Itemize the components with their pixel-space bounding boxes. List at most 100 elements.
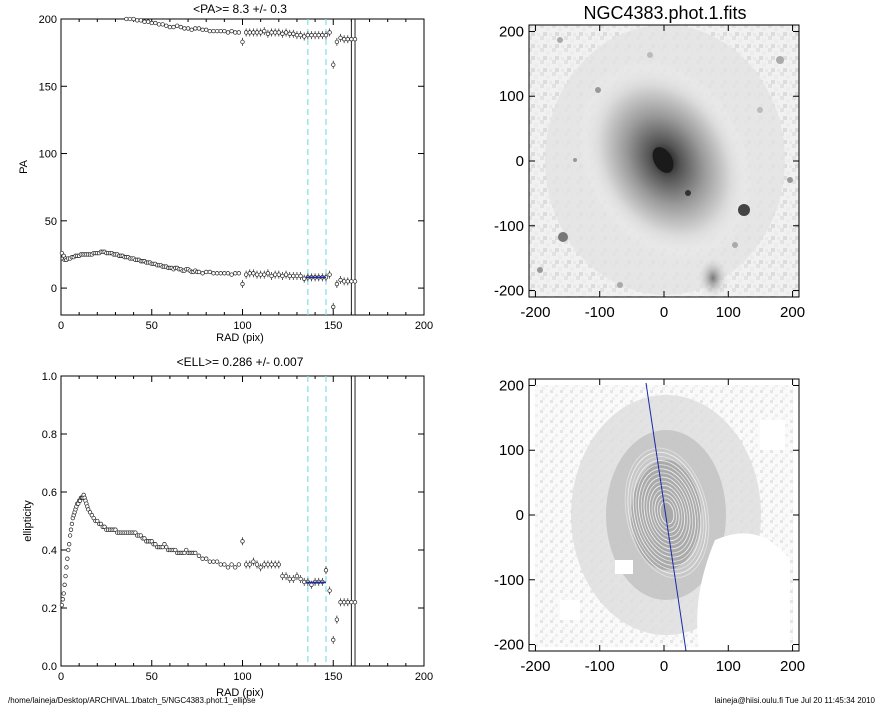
pa-point — [229, 28, 234, 34]
pa-point — [331, 304, 336, 310]
pa-point — [349, 37, 354, 42]
ell-ytick-label: 0.0 — [42, 661, 57, 673]
pa-point — [338, 277, 343, 283]
pa-ylabel: PA — [18, 159, 30, 174]
pa-point — [269, 30, 274, 35]
pa-point — [236, 30, 242, 35]
ell-point — [251, 559, 256, 564]
img2-xtick-label: 100 — [716, 658, 741, 675]
ell-point — [243, 562, 249, 567]
ell-point — [233, 565, 238, 570]
pa-point — [254, 272, 260, 277]
img1-ytick-label: -200 — [494, 283, 524, 300]
pa-point — [138, 18, 144, 23]
img1-ytick-label: 100 — [499, 88, 524, 105]
ell-point — [240, 539, 245, 544]
ell-point — [265, 562, 271, 567]
pa-ytick-label: 100 — [39, 149, 57, 161]
pa-point — [302, 34, 307, 39]
ell-title: <ELL>= 0.286 +/- 0.007 — [177, 355, 304, 369]
pa-xtick-label: 100 — [233, 320, 251, 332]
img1-xtick-label: 200 — [780, 304, 805, 321]
pa-point — [280, 31, 285, 36]
pa-point — [207, 269, 212, 275]
ell-point — [67, 533, 73, 538]
pa-point — [262, 28, 267, 34]
pa-point — [345, 37, 350, 42]
ell-point — [298, 576, 303, 582]
ell-point — [200, 556, 205, 561]
pa-point — [287, 273, 292, 279]
pa-point — [334, 281, 340, 287]
ell-point — [218, 562, 223, 567]
pa-point — [305, 32, 310, 38]
img2-ytick-label: 100 — [499, 442, 524, 459]
pa-point — [200, 271, 205, 276]
ell-ylabel: ellipticity — [22, 500, 34, 542]
pa-point — [145, 19, 151, 24]
pa-frame — [60, 18, 425, 316]
pa-point — [294, 273, 300, 279]
ell-point — [207, 559, 212, 564]
pa-point — [214, 28, 220, 34]
pa-point — [294, 32, 300, 38]
ell-point — [247, 562, 252, 567]
pa-point — [352, 37, 358, 42]
ell-point — [204, 556, 209, 561]
ell-point — [69, 521, 75, 527]
pa-point — [211, 28, 216, 34]
ell-point — [287, 576, 292, 582]
pa-point — [258, 30, 263, 35]
ell-xlabel: RAD (pix) — [216, 687, 264, 699]
ell-point — [64, 565, 69, 570]
ell-ytick-label: 0.2 — [42, 603, 57, 615]
ell-point — [65, 556, 70, 561]
pa-point — [222, 271, 227, 276]
ell-point — [334, 617, 340, 622]
ell-point — [229, 562, 234, 567]
ell-ytick-label: 0.8 — [42, 429, 57, 441]
ell-ytick-label: 0.4 — [42, 545, 57, 557]
isophote-ellipse — [630, 455, 704, 571]
pa-point — [309, 32, 314, 38]
pa-point — [291, 273, 296, 279]
pa-xtick-label: 50 — [146, 320, 158, 332]
pa-point — [334, 39, 340, 45]
pa-point — [142, 19, 147, 24]
ell-point — [59, 602, 65, 608]
pa-xtick-label: 200 — [415, 320, 433, 332]
isophote-image-panel: -200 -100 0 100 200 -200 -100 0 100 200 — [494, 377, 805, 675]
img2-ytick-label: 0 — [516, 507, 524, 524]
img2-xtick-label: -200 — [520, 658, 550, 675]
isophote-ellipse — [624, 447, 710, 579]
pa-point — [265, 31, 271, 36]
ell-point — [196, 553, 202, 558]
isophote-ellipse — [632, 460, 702, 566]
pa-point — [200, 27, 205, 32]
img2-ytick-label: -200 — [494, 637, 524, 654]
pa-point — [302, 276, 307, 281]
pa-point — [327, 272, 332, 277]
isophote-ellipse — [643, 476, 691, 550]
ell-xtick-label: 200 — [415, 671, 433, 683]
pa-point — [323, 32, 329, 38]
ell-point — [294, 573, 300, 579]
pa-point — [341, 279, 347, 284]
ell-point — [273, 562, 278, 567]
ell-point — [193, 550, 198, 556]
pa-point — [178, 24, 183, 30]
img1-ytick-label: 200 — [499, 23, 524, 40]
pa-point — [283, 30, 289, 35]
isophote-contours — [624, 447, 710, 579]
pa-point — [196, 26, 202, 31]
pa-point — [149, 20, 154, 26]
ell-point — [258, 565, 263, 570]
ell-frame — [60, 375, 425, 667]
ell-point — [236, 562, 242, 567]
pa-point — [225, 271, 231, 276]
pa-point — [280, 273, 285, 279]
pa-point — [236, 271, 242, 276]
ell-point — [280, 573, 285, 579]
img2-ytick-label: 200 — [499, 377, 524, 394]
ell-point — [225, 565, 231, 570]
